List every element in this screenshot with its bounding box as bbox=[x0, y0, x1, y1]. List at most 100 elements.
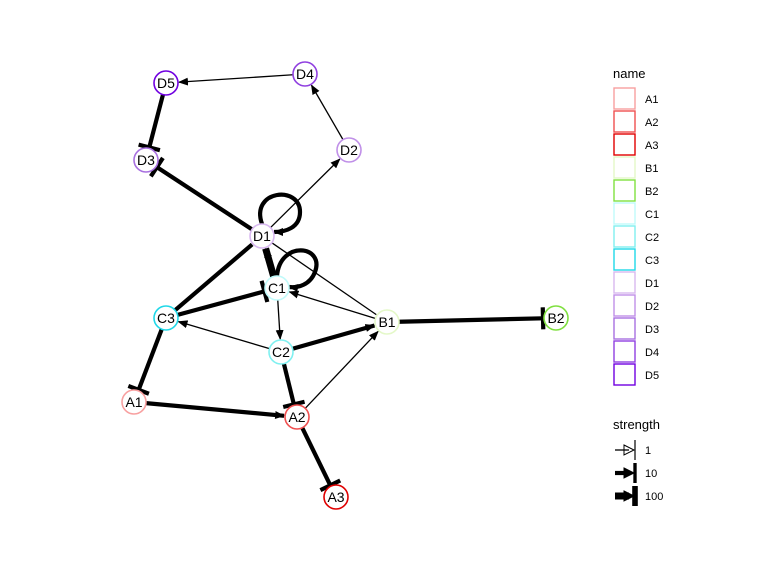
node-label: C1 bbox=[268, 280, 286, 296]
edge-d1-d1-loop bbox=[258, 192, 303, 236]
legend-strength-label: 1 bbox=[645, 445, 651, 457]
node-label: D1 bbox=[253, 228, 271, 244]
node-circle bbox=[249, 223, 275, 249]
legend-name-item-b2: B2 bbox=[613, 179, 658, 202]
edge-b1-b2 bbox=[398, 316, 544, 324]
node-d5[interactable]: D5 bbox=[153, 70, 179, 96]
node-label: B2 bbox=[547, 310, 564, 326]
edge-c3-c1-inhibit-bar bbox=[259, 280, 270, 303]
edge-c3-a1-inhibit-bar bbox=[127, 383, 150, 396]
edge-b1-c1 bbox=[288, 290, 376, 320]
legend-strength-item-100: 100 bbox=[615, 486, 663, 506]
node-circle bbox=[543, 305, 569, 331]
legend-name-label: D2 bbox=[645, 301, 659, 313]
legend-swatch bbox=[613, 271, 636, 294]
node-label: D3 bbox=[137, 152, 155, 168]
node-b2[interactable]: B2 bbox=[543, 305, 569, 331]
legend-swatch bbox=[613, 202, 636, 225]
legend-swatch bbox=[613, 340, 636, 363]
legend-name-label: A2 bbox=[645, 117, 658, 129]
node-circle bbox=[153, 305, 179, 331]
node-label: C3 bbox=[157, 310, 175, 326]
edge-a1-a2 bbox=[145, 401, 286, 419]
legend-name-item-c3: C3 bbox=[613, 248, 659, 271]
node-circle bbox=[292, 61, 318, 87]
legend-arrow-icon bbox=[623, 490, 636, 502]
node-c1[interactable]: C1 bbox=[264, 275, 290, 301]
node-c2[interactable]: C2 bbox=[268, 339, 294, 365]
legend-name-label: D5 bbox=[645, 370, 659, 382]
node-label: A3 bbox=[327, 489, 344, 505]
legend-name-label: C3 bbox=[645, 255, 659, 267]
edge-c1-c1-loop bbox=[274, 248, 319, 292]
node-label: D2 bbox=[340, 142, 358, 158]
node-c3[interactable]: C3 bbox=[153, 305, 179, 331]
edge-d1-d3 bbox=[155, 165, 254, 232]
edge-c3-d1 bbox=[173, 242, 254, 312]
legend-arrow-icon bbox=[623, 444, 636, 456]
node-label: D4 bbox=[296, 66, 314, 82]
legend-name-item-c2: C2 bbox=[613, 225, 659, 248]
legend-swatch bbox=[613, 133, 636, 156]
node-circle bbox=[153, 70, 179, 96]
legend-name-item-d3: D3 bbox=[613, 317, 659, 340]
legend-name-label: D3 bbox=[645, 324, 659, 336]
node-label: A2 bbox=[288, 409, 305, 425]
node-b1[interactable]: B1 bbox=[374, 309, 400, 335]
legend-strength-item-1: 1 bbox=[615, 440, 651, 460]
edge-a2-a3-inhibit-bar bbox=[319, 478, 342, 493]
legend-name-label: A3 bbox=[645, 140, 658, 152]
node-a2[interactable]: A2 bbox=[284, 404, 310, 430]
edge-c2-a2 bbox=[281, 363, 296, 405]
legend-swatch bbox=[613, 248, 636, 271]
edge-c2-a2-inhibit-bar bbox=[282, 399, 306, 410]
edges-layer bbox=[127, 74, 546, 493]
legend-name-item-d4: D4 bbox=[613, 340, 659, 363]
edge-c1-c2 bbox=[275, 299, 284, 341]
edge-c3-c1 bbox=[177, 289, 265, 317]
legend-name-label: D1 bbox=[645, 278, 659, 290]
legend-swatch bbox=[613, 110, 636, 133]
legend-name-item-d1: D1 bbox=[613, 271, 659, 294]
node-d1[interactable]: D1 bbox=[249, 223, 275, 249]
node-a3[interactable]: A3 bbox=[323, 484, 349, 510]
legend-name-label: C1 bbox=[645, 209, 659, 221]
legend-swatch bbox=[613, 179, 636, 202]
node-label: D5 bbox=[157, 75, 175, 91]
edge-c3-a1 bbox=[136, 328, 164, 391]
node-circle bbox=[374, 309, 400, 335]
legend-swatch bbox=[613, 363, 636, 386]
legend: name A1 A2 A3 B1 B2 C1 C2 C3 D1 D2 D3 D4 D5 strength… bbox=[613, 66, 663, 506]
legend-name-items: A1 A2 A3 B1 B2 C1 C2 C3 D1 D2 D3 D4 D5 bbox=[613, 87, 659, 386]
edge-d5-d3 bbox=[147, 94, 166, 148]
edge-d4-d5 bbox=[177, 74, 294, 86]
node-d3[interactable]: D3 bbox=[133, 147, 159, 173]
legend-name-item-d5: D5 bbox=[613, 363, 659, 386]
node-label: A1 bbox=[125, 394, 142, 410]
edge-d2-d4 bbox=[310, 84, 344, 140]
node-circle bbox=[323, 484, 349, 510]
legend-name-label: B2 bbox=[645, 186, 658, 198]
node-circle bbox=[264, 275, 290, 301]
edge-c2-b1 bbox=[291, 323, 376, 351]
node-a1[interactable]: A1 bbox=[121, 389, 147, 415]
node-d2[interactable]: D2 bbox=[336, 137, 362, 163]
legend-swatch bbox=[613, 294, 636, 317]
edge-d1-d2 bbox=[270, 158, 341, 229]
node-d4[interactable]: D4 bbox=[292, 61, 318, 87]
node-circle bbox=[268, 339, 294, 365]
legend-name-label: D4 bbox=[645, 347, 659, 359]
edge-a2-b1 bbox=[304, 330, 379, 409]
node-circle bbox=[336, 137, 362, 163]
legend-swatch bbox=[613, 317, 636, 340]
legend-strength-title: strength bbox=[613, 417, 660, 432]
node-circle bbox=[284, 404, 310, 430]
legend-arrow-icon bbox=[623, 467, 636, 479]
legend-strength-label: 10 bbox=[645, 468, 657, 480]
legend-strength-items: 1 10 100 bbox=[615, 440, 663, 506]
legend-name-item-d2: D2 bbox=[613, 294, 659, 317]
legend-name-label: B1 bbox=[645, 163, 658, 175]
edge-d1-b1 bbox=[271, 242, 377, 316]
legend-name-item-a3: A3 bbox=[613, 133, 658, 156]
